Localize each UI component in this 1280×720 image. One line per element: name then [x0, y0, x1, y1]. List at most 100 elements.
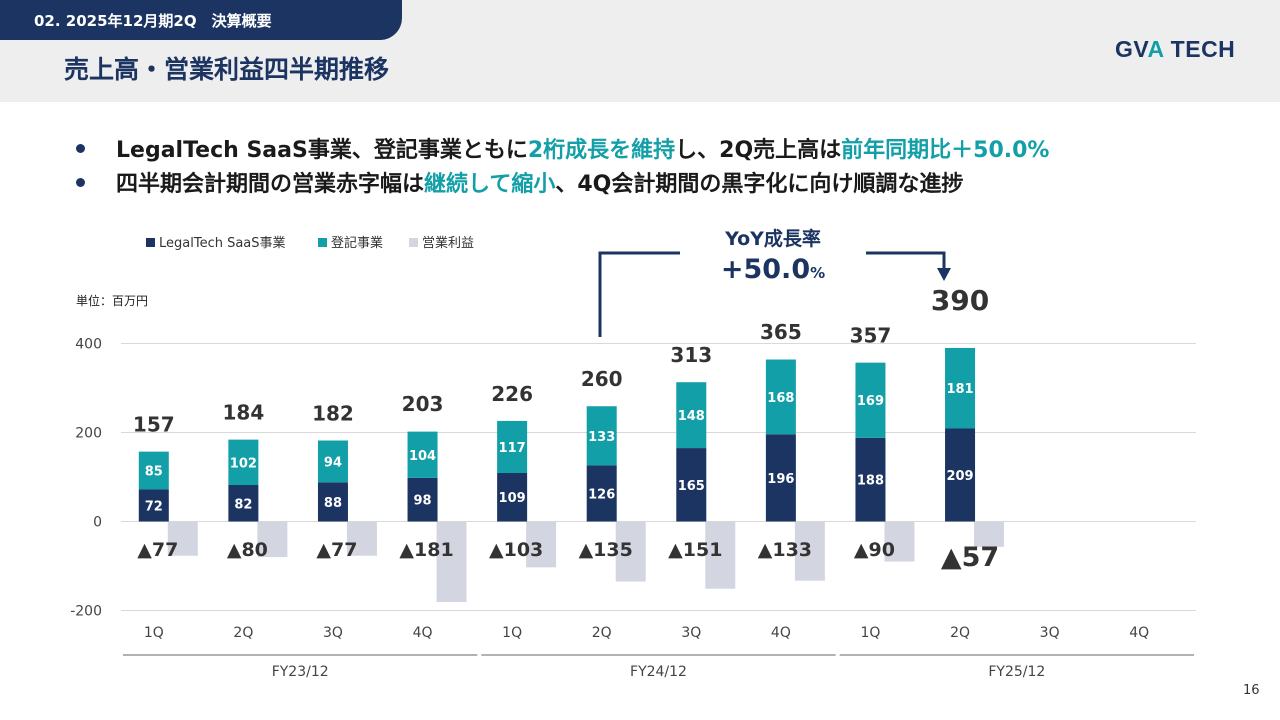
legend-label: 営業利益 — [422, 235, 474, 251]
label-operating-profit: ▲77 — [137, 539, 178, 561]
fiscal-year-label: FY23/12 — [272, 664, 329, 680]
label-legaltech-saas: 126 — [588, 487, 615, 502]
bar-operating-profit — [794, 521, 825, 581]
label-registration: 168 — [767, 391, 794, 406]
legend-swatch — [318, 238, 327, 247]
logo-text-tech: TECH — [1163, 36, 1236, 62]
label-registration: 117 — [499, 441, 526, 456]
unit-label: 単位：百万円 — [76, 293, 148, 308]
x-tick-label: 3Q — [681, 625, 701, 641]
label-total: 157 — [133, 413, 175, 437]
label-total: 390 — [931, 284, 989, 317]
bar-operating-profit — [884, 521, 915, 562]
callout-title: YoY成長率 — [724, 227, 821, 250]
bar-operating-profit — [167, 521, 198, 556]
bullet-2-text: 四半期会計期間の営業赤字幅は継続して縮小、4Q会計期間の黒字化に向け順調な進捗 — [116, 166, 963, 198]
fiscal-year-label: FY24/12 — [630, 664, 687, 680]
legend-swatch — [409, 238, 418, 247]
label-operating-profit: ▲57 — [941, 542, 999, 573]
bar-legaltech-saas — [407, 477, 438, 522]
bullet-1-highlight-2: 前年同期比＋50.0% — [841, 138, 1050, 163]
bar-legaltech-saas — [855, 437, 886, 522]
x-tick-label: 3Q — [323, 625, 343, 641]
legend-swatch — [146, 238, 155, 247]
x-tick-label: 2Q — [950, 625, 970, 641]
callout-bracket-right — [866, 251, 946, 271]
bar-operating-profit — [436, 521, 467, 603]
label-operating-profit: ▲151 — [668, 539, 722, 561]
bullet-1-text: LegalTech SaaS事業、登記事業ともに2桁成長を維持し、2Q売上高は前… — [116, 132, 1049, 164]
bullet-2-highlight-1: 継続して縮小 — [424, 172, 556, 197]
label-total: 313 — [670, 343, 712, 367]
bar-registration — [855, 362, 886, 438]
y-tick-label: -200 — [70, 604, 102, 620]
section-label: 02. 2025年12月期2Q 決算概要 — [34, 12, 272, 30]
label-registration: 133 — [588, 430, 615, 445]
label-registration: 181 — [946, 382, 973, 397]
x-tick-label: 2Q — [592, 625, 612, 641]
bar-operating-profit — [526, 521, 557, 568]
bar-operating-profit — [257, 521, 288, 558]
legend: LegalTech SaaS事業 登記事業 営業利益 — [146, 235, 474, 251]
label-legaltech-saas: 72 — [145, 499, 163, 514]
callout-arrow-icon — [937, 268, 951, 281]
bars — [138, 347, 1005, 603]
label-registration: 94 — [324, 455, 342, 470]
bullet-2-part-3: 、4Q会計期間の黒字化に向け順調な進捗 — [555, 172, 964, 197]
bar-operating-profit — [705, 521, 736, 589]
label-legaltech-saas: 109 — [499, 491, 526, 506]
label-operating-profit: ▲181 — [399, 539, 453, 561]
y-tick-label: 200 — [75, 426, 102, 442]
bar-registration — [407, 431, 438, 478]
x-axis: 1Q 2Q 3Q 4Q 1Q 2Q 3Q 4Q 1Q 2Q 3Q 4Q FY23/12 FY24/12 FY… — [123, 625, 1194, 680]
fiscal-year-label: FY25/12 — [988, 664, 1045, 680]
bar-legaltech-saas — [676, 448, 707, 522]
label-total: 365 — [760, 320, 802, 344]
y-tick-label: 400 — [75, 337, 102, 353]
label-registration: 104 — [409, 449, 436, 464]
bullet-dot-icon — [76, 178, 85, 187]
logo-text-a: A — [1147, 36, 1164, 62]
bar-legaltech-saas — [586, 465, 617, 522]
x-tick-label: 4Q — [771, 625, 791, 641]
label-total: 184 — [223, 401, 265, 425]
bar-registration — [138, 451, 169, 490]
bar-legaltech-saas — [138, 489, 169, 522]
label-operating-profit: ▲133 — [758, 539, 812, 561]
label-total: 260 — [581, 367, 623, 391]
label-total: 357 — [850, 324, 892, 348]
label-operating-profit: ▲77 — [316, 539, 357, 561]
label-total: 203 — [402, 392, 444, 416]
label-total: 182 — [312, 402, 354, 426]
label-operating-profit: ▲90 — [854, 539, 895, 561]
bar-registration — [228, 439, 259, 486]
label-registration: 169 — [857, 394, 884, 409]
data-labels: 72 85 157 ▲77 82 102 184 ▲80 88 94 182 ▲77 98 104 203 ▲… — [133, 284, 999, 573]
bar-registration — [317, 440, 348, 483]
bar-registration — [497, 420, 528, 473]
bullet-dot-icon — [76, 144, 85, 153]
bar-operating-profit — [974, 521, 1005, 547]
bullet-1-part-3: し、2Q売上高は — [675, 138, 842, 163]
x-tick-label: 2Q — [233, 625, 253, 641]
x-tick-label: 3Q — [1040, 625, 1060, 641]
label-registration: 102 — [230, 456, 257, 471]
bar-legaltech-saas — [317, 482, 348, 522]
bar-registration — [945, 347, 976, 429]
page-title: 売上高・営業利益四半期推移 — [64, 55, 390, 84]
bar-operating-profit — [346, 521, 377, 556]
logo-text-gv: GV — [1115, 36, 1148, 62]
x-tick-label: 1Q — [502, 625, 522, 641]
callout-bracket-left — [598, 251, 680, 337]
label-legaltech-saas: 98 — [413, 494, 431, 509]
bar-legaltech-saas — [497, 472, 528, 522]
callout-value: +50.0 — [721, 254, 810, 285]
yoy-callout: YoY成長率 +50.0% — [598, 227, 951, 337]
label-legaltech-saas: 82 — [234, 497, 252, 512]
label-legaltech-saas: 196 — [767, 472, 794, 487]
bullet-2-part-1: 四半期会計期間の営業赤字幅は — [116, 172, 425, 197]
company-logo: GVA TECH — [1115, 36, 1235, 63]
bar-registration — [586, 406, 617, 466]
section-tab: 02. 2025年12月期2Q 決算概要 — [0, 0, 402, 40]
x-tick-label: 1Q — [144, 625, 164, 641]
